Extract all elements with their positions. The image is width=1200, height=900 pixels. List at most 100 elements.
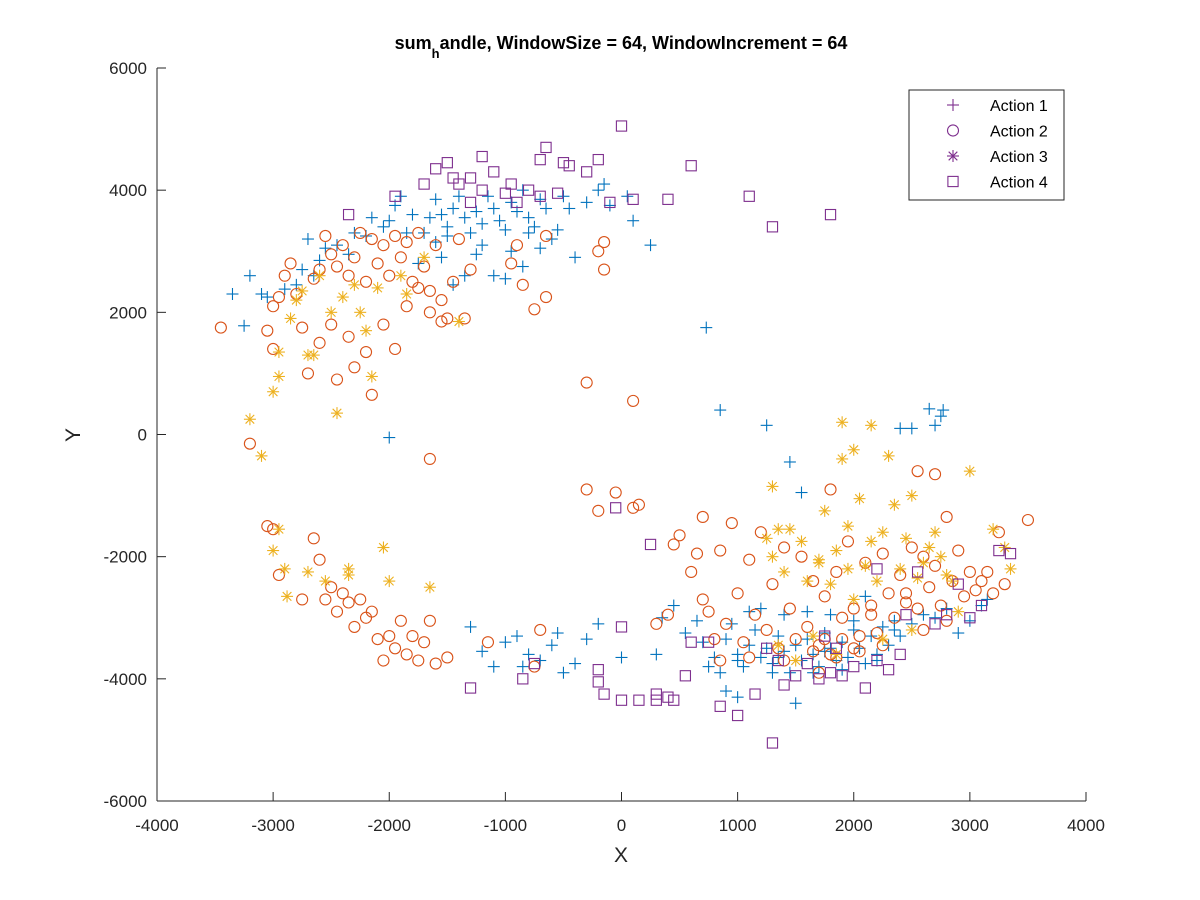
data-point: [859, 657, 872, 670]
legend-item: Action 3: [947, 149, 1048, 166]
data-point: [795, 486, 808, 499]
data-point: [319, 593, 332, 606]
legend-marker: [947, 150, 959, 162]
data-point: [760, 419, 773, 432]
data-point: [435, 208, 448, 221]
data-point: [423, 614, 436, 627]
data-point: [505, 178, 517, 190]
data-point: [447, 202, 460, 215]
data-point: [400, 288, 413, 301]
data-point: [539, 290, 553, 304]
data-point: [598, 263, 611, 276]
data-point: [731, 691, 744, 704]
data-point: [871, 563, 883, 575]
data-point: [882, 587, 895, 600]
data-point: [272, 346, 285, 359]
data-point: [743, 190, 755, 202]
data-point: [388, 342, 402, 356]
data-point: [795, 550, 808, 563]
data-point: [998, 541, 1011, 554]
data-point: [592, 184, 605, 197]
data-point: [281, 590, 294, 603]
data-point: [754, 651, 767, 664]
data-point: [801, 605, 814, 618]
data-point: [650, 688, 662, 700]
data-point: [749, 688, 761, 700]
y-tick-label: 6000: [109, 59, 147, 78]
data-point: [418, 178, 430, 190]
data-point: [238, 319, 251, 332]
data-point: [615, 621, 628, 633]
data-point: [975, 599, 988, 612]
data-point: [592, 664, 604, 676]
data-point: [661, 608, 675, 621]
data-point: [876, 633, 889, 646]
data-point: [452, 232, 465, 246]
data-point: [964, 612, 976, 624]
data-point: [830, 544, 843, 557]
data-point: [365, 370, 378, 383]
data-point: [853, 492, 866, 505]
data-point: [243, 413, 256, 426]
data-point: [487, 660, 500, 673]
data-point: [847, 443, 860, 456]
data-point: [516, 184, 529, 197]
series-2: [214, 226, 1035, 679]
data-point: [778, 541, 791, 554]
data-point: [702, 660, 715, 673]
data-point: [911, 572, 924, 585]
data-point: [650, 617, 663, 630]
data-point: [452, 190, 465, 203]
data-point: [435, 315, 448, 328]
data-point: [685, 565, 698, 579]
data-point: [342, 330, 355, 343]
data-point: [499, 272, 512, 285]
data-point: [790, 670, 802, 682]
x-tick-label: 3000: [951, 816, 989, 835]
data-point: [261, 520, 274, 533]
data-point: [690, 547, 704, 560]
data-point: [795, 535, 808, 548]
data-point: [255, 449, 268, 462]
data-point: [307, 532, 320, 545]
data-point: [865, 535, 878, 548]
data-point: [598, 688, 610, 700]
data-point: [406, 208, 419, 221]
data-point: [702, 636, 715, 648]
data-point: [551, 627, 564, 640]
data-point: [604, 196, 616, 209]
data-point: [1021, 513, 1035, 527]
data-point: [296, 321, 309, 334]
data-point: [621, 190, 634, 203]
data-point: [952, 578, 964, 590]
data-point: [359, 275, 373, 288]
data-point: [813, 673, 825, 685]
data-point: [905, 422, 918, 435]
data-point: [749, 623, 762, 636]
data-point: [632, 498, 645, 511]
data-point: [464, 172, 477, 184]
data-point: [952, 627, 965, 640]
data-point: [557, 666, 570, 679]
data-point: [325, 318, 338, 331]
data-point: [824, 667, 837, 679]
data-point: [354, 306, 367, 319]
data-point: [603, 199, 616, 212]
data-point: [406, 630, 419, 643]
data-point: [627, 501, 640, 514]
data-point: [888, 623, 901, 636]
data-point: [801, 620, 814, 633]
data-point: [342, 208, 355, 221]
data-point: [929, 618, 941, 630]
data-point: [301, 367, 315, 380]
data-point: [511, 196, 523, 209]
data-point: [853, 645, 866, 658]
data-point: [499, 187, 512, 199]
data-point: [452, 315, 465, 328]
data-point: [830, 648, 843, 661]
data-point: [900, 532, 913, 545]
data-point: [720, 633, 733, 646]
data-point: [458, 269, 471, 282]
data-point: [400, 300, 413, 313]
